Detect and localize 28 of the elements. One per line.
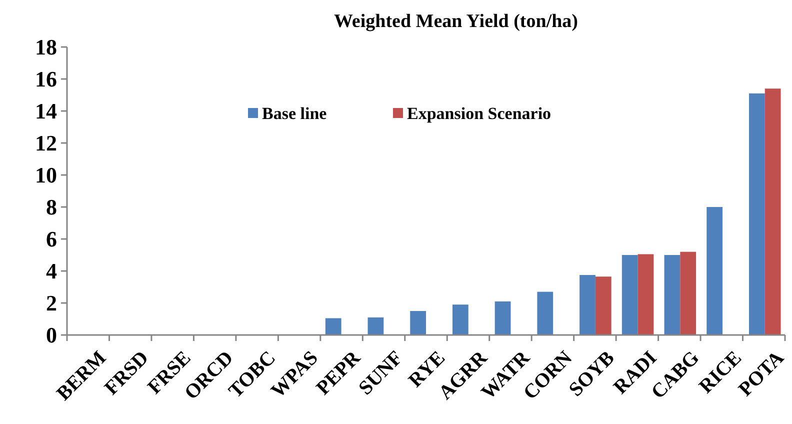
y-tick-label: 10 <box>35 162 57 188</box>
y-tick-label: 14 <box>35 98 57 124</box>
y-tick-label: 4 <box>46 258 57 284</box>
y-tick-label: 12 <box>35 130 57 156</box>
chart-title: Weighted Mean Yield (ton/ha) <box>334 11 578 32</box>
y-tick-label: 6 <box>46 226 57 252</box>
y-tick-label: 0 <box>46 322 57 348</box>
bar <box>325 318 342 335</box>
bar <box>638 254 654 335</box>
y-tick-label: 18 <box>35 34 57 60</box>
bar <box>452 304 468 335</box>
bar <box>494 301 511 335</box>
legend-label: Base line <box>262 104 328 123</box>
legend-label: Expansion Scenario <box>407 104 552 123</box>
bar <box>580 275 596 335</box>
y-tick-label: 2 <box>46 290 57 316</box>
bar <box>680 252 696 335</box>
bar <box>368 317 384 335</box>
bar <box>706 207 723 335</box>
bar <box>764 88 781 335</box>
y-tick-label: 16 <box>35 66 57 92</box>
bar <box>622 255 638 335</box>
bar <box>595 276 612 335</box>
bar <box>410 311 426 335</box>
bar <box>748 93 765 335</box>
bar <box>664 255 680 335</box>
bar <box>537 292 554 335</box>
y-tick-label: 8 <box>46 194 57 220</box>
